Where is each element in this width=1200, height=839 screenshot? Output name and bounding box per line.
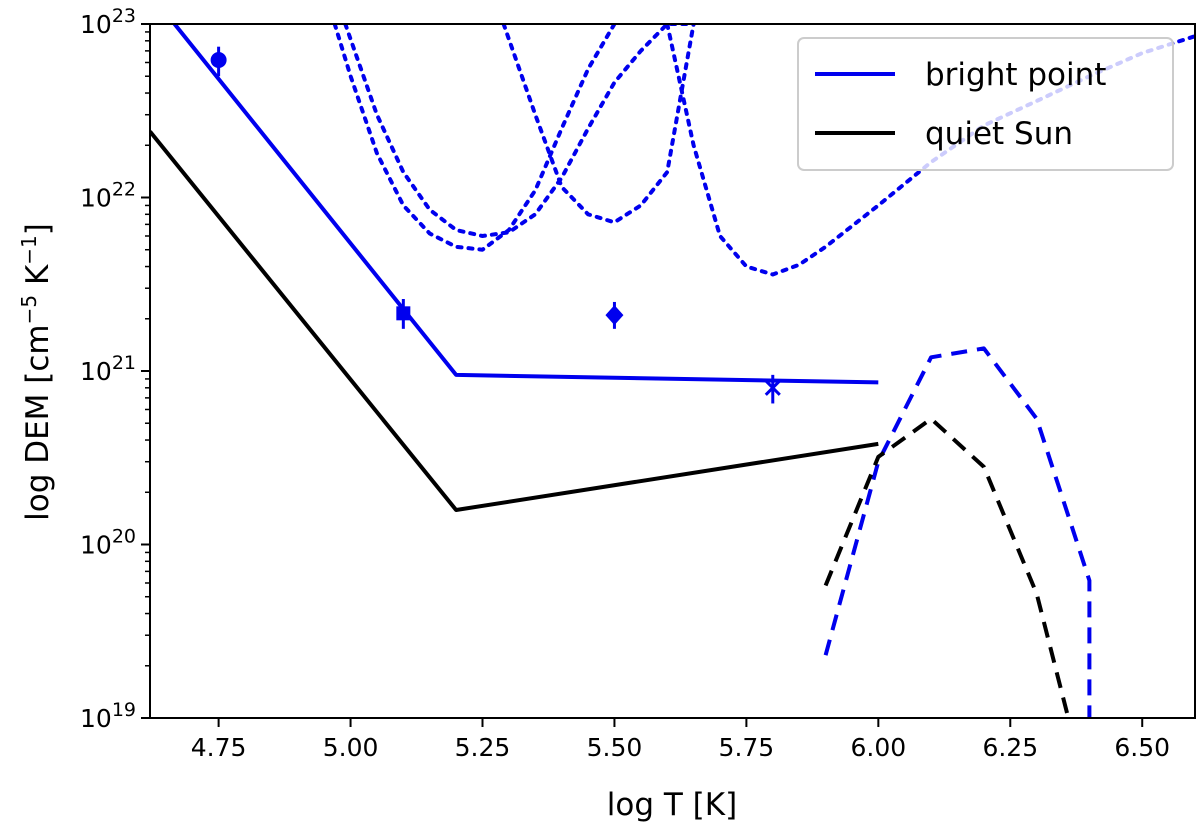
marker-x	[764, 379, 781, 396]
y-label-mid: K	[20, 264, 56, 295]
legend: bright point quiet Sun	[797, 37, 1174, 171]
series-layer	[150, 24, 1195, 718]
y-tick-label: 1023	[80, 5, 136, 39]
x-axis: 4.75 5.00 5.25 5.50 5.75 6.00 6.25 6.50	[191, 718, 1170, 762]
series-quiet-sun	[150, 130, 879, 512]
y-label-sup2: −1	[17, 235, 41, 264]
x-tick-label: 5.00	[323, 733, 379, 762]
legend-box	[797, 37, 1174, 171]
y-label-end: ]	[20, 223, 56, 235]
x-tick-label: 6.00	[850, 733, 906, 762]
y-axis-label: log DEM [cm−5 K−1]	[17, 223, 56, 521]
marker-layer	[210, 46, 781, 404]
y-tick-label: 1022	[80, 179, 136, 213]
y-tick-label: 1019	[80, 699, 136, 733]
marker-square	[396, 306, 411, 321]
x-axis-label: log T [K]	[607, 787, 737, 823]
series-loci-curve-1	[332, 24, 617, 252]
series-loci-curve-2	[343, 24, 696, 238]
legend-label-bright-point: bright point	[925, 57, 1106, 93]
y-label-sup1: −5	[17, 295, 41, 324]
series-quiet-sun-dashed	[823, 416, 1071, 718]
legend-label-quiet-sun: quiet Sun	[925, 116, 1073, 152]
y-axis: 1019 1020 1021 1022 1023	[80, 5, 150, 733]
y-tick-label: 1021	[80, 352, 136, 386]
x-tick-label: 5.50	[587, 733, 643, 762]
series-bright-point-dashed	[823, 346, 1092, 718]
x-tick-label: 5.75	[719, 733, 775, 762]
marker-diamond	[605, 305, 624, 326]
y-tick-label: 1020	[80, 526, 136, 560]
x-tick-label: 6.25	[982, 733, 1038, 762]
y-label-main: log DEM [cm	[20, 324, 56, 521]
marker-circle	[210, 52, 227, 69]
series-bright-point	[171, 24, 879, 385]
x-tick-label: 5.25	[455, 733, 511, 762]
series-loci-curve-3	[501, 24, 696, 225]
x-tick-label: 6.50	[1114, 733, 1170, 762]
x-tick-label: 4.75	[191, 733, 247, 762]
